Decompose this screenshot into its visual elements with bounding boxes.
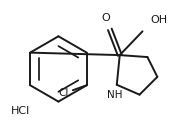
Text: HCl: HCl [11, 106, 30, 116]
Text: OH: OH [150, 15, 168, 25]
Text: O: O [101, 13, 110, 23]
Text: Cl: Cl [59, 88, 69, 98]
Text: NH: NH [107, 90, 123, 100]
